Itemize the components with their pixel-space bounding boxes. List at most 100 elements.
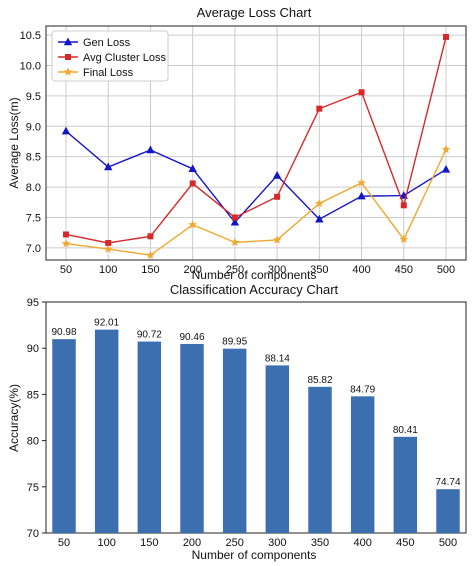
loss-y-tick-label: 8.0	[26, 182, 41, 194]
loss-x-ticks: 50 100 150 200 250 300 350 400 450 500	[60, 264, 455, 276]
accuracy-y-tick-label: 85	[27, 389, 39, 401]
accuracy-bar	[308, 386, 332, 533]
accuracy-bar-value-label: 89.95	[222, 337, 247, 348]
loss-plot-frame	[45, 25, 467, 261]
loss-data-point	[146, 250, 155, 259]
accuracy-bar	[350, 396, 375, 533]
accuracy-bar-value-label: 74.74	[435, 477, 460, 488]
accuracy-y-tick-label: 90	[27, 343, 39, 355]
accuracy-bar	[94, 329, 119, 533]
loss-data-point	[357, 178, 366, 187]
accuracy-x-tick-label: 250	[225, 537, 243, 549]
accuracy-x-tick-label: 450	[396, 537, 414, 549]
loss-data-point	[441, 164, 451, 173]
legend-label: Final Loss	[83, 67, 134, 79]
loss-data-point	[230, 237, 240, 247]
loss-x-tick-label: 250	[226, 264, 244, 276]
loss-data-point	[443, 33, 449, 40]
accuracy-bar	[137, 341, 162, 533]
accuracy-bar-value-label: 84.79	[350, 384, 375, 395]
accuracy-x-tick-label: 300	[268, 537, 286, 549]
loss-series-3	[61, 144, 451, 259]
accuracy-x-tick-label: 100	[97, 537, 115, 549]
loss-data-point	[231, 214, 238, 221]
loss-y-tick-label: 10.5	[20, 30, 41, 42]
loss-x-tick-label: 450	[395, 264, 413, 276]
accuracy-x-tick-label: 500	[439, 537, 457, 549]
accuracy-chart-title: Classification Accuracy Chart	[170, 282, 339, 297]
accuracy-chart: Classification Accuracy Chart 70 75 80 85 90…	[7, 282, 467, 562]
loss-y-tick-label: 8.5	[26, 152, 41, 164]
loss-data-point	[358, 89, 365, 96]
loss-data-point	[357, 191, 366, 200]
accuracy-bar	[265, 365, 290, 533]
loss-x-tick-label: 200	[183, 264, 201, 276]
loss-series-2	[63, 33, 449, 246]
loss-y-tick-label: 9.5	[26, 91, 41, 103]
accuracy-bar-value-label: 85.82	[307, 375, 332, 386]
accuracy-bars: 90.98 92.01 90.72 90.46 89.95 88.14 85.82 84.79…	[51, 318, 461, 533]
accuracy-y-ticks: 70 75 80 85 90 95	[27, 297, 46, 540]
loss-data-point	[441, 144, 451, 154]
accuracy-x-ticks: 50 100 150 200 250 300 350 400 450 500	[58, 537, 457, 549]
accuracy-x-axis-label: Number of components	[192, 548, 317, 562]
loss-data-point	[61, 238, 71, 248]
legend-marker	[63, 67, 73, 76]
loss-data-point	[315, 214, 324, 223]
loss-series-1	[61, 126, 451, 226]
loss-x-tick-label: 300	[268, 264, 286, 276]
loss-x-axis-label: Number of components	[192, 268, 317, 282]
accuracy-y-tick-label: 70	[27, 528, 39, 540]
loss-data-point	[272, 171, 282, 179]
loss-data-point	[104, 162, 113, 171]
loss-data-point	[274, 193, 281, 200]
loss-data-point	[103, 244, 113, 253]
accuracy-y-tick-label: 75	[27, 482, 39, 494]
accuracy-bar-value-label: 88.14	[265, 353, 290, 364]
accuracy-x-tick-label: 350	[311, 537, 329, 549]
loss-data-point	[63, 231, 69, 238]
loss-y-tick-label: 7.0	[26, 243, 41, 255]
legend-box	[51, 30, 169, 82]
loss-data-point	[188, 220, 198, 229]
accuracy-x-tick-label: 150	[140, 537, 158, 549]
accuracy-y-tick-label: 80	[27, 436, 39, 448]
loss-x-tick-label: 50	[60, 264, 72, 276]
loss-x-tick-label: 150	[141, 264, 159, 276]
loss-data-point	[188, 164, 197, 173]
legend-marker	[63, 37, 73, 46]
loss-x-tick-label: 400	[352, 264, 370, 276]
accuracy-y-axis-label: Accuracy(%)	[7, 384, 21, 452]
loss-chart-title: Average Loss Chart	[197, 5, 312, 20]
loss-series-line	[65, 36, 447, 244]
accuracy-x-tick-label: 400	[353, 537, 371, 549]
legend-label: Gen Loss	[83, 37, 131, 49]
accuracy-bar	[436, 489, 460, 533]
accuracy-bar-value-label: 90.98	[51, 327, 76, 338]
accuracy-bar-value-label: 90.46	[179, 332, 204, 343]
loss-data-point	[399, 234, 409, 244]
accuracy-bar-value-label: 90.72	[137, 330, 162, 341]
accuracy-x-tick-label: 50	[58, 537, 70, 549]
loss-x-tick-label: 500	[437, 264, 455, 276]
loss-series	[61, 33, 451, 259]
legend-label: Avg Cluster Loss	[83, 52, 166, 64]
loss-data-point	[314, 198, 324, 208]
loss-y-tick-label: 10.0	[20, 61, 41, 73]
loss-x-tick-label: 100	[99, 264, 117, 276]
loss-data-point	[400, 202, 407, 209]
loss-y-axis-label: Average Loss(m)	[7, 97, 21, 188]
accuracy-plot-frame	[45, 301, 467, 534]
loss-chart: Average Loss Chart 7.0 7.5 8.0 8.5 9.0 9.5 10.…	[7, 5, 467, 282]
accuracy-bar	[222, 348, 247, 533]
accuracy-y-tick-label: 95	[27, 297, 39, 309]
accuracy-bar	[393, 436, 418, 533]
legend-marker	[65, 54, 71, 60]
loss-y-tick-label: 9.0	[26, 121, 41, 133]
accuracy-bar	[180, 343, 204, 533]
loss-data-point	[272, 235, 282, 244]
loss-data-point	[61, 126, 71, 135]
loss-data-point	[189, 180, 196, 187]
accuracy-bar	[52, 339, 76, 533]
